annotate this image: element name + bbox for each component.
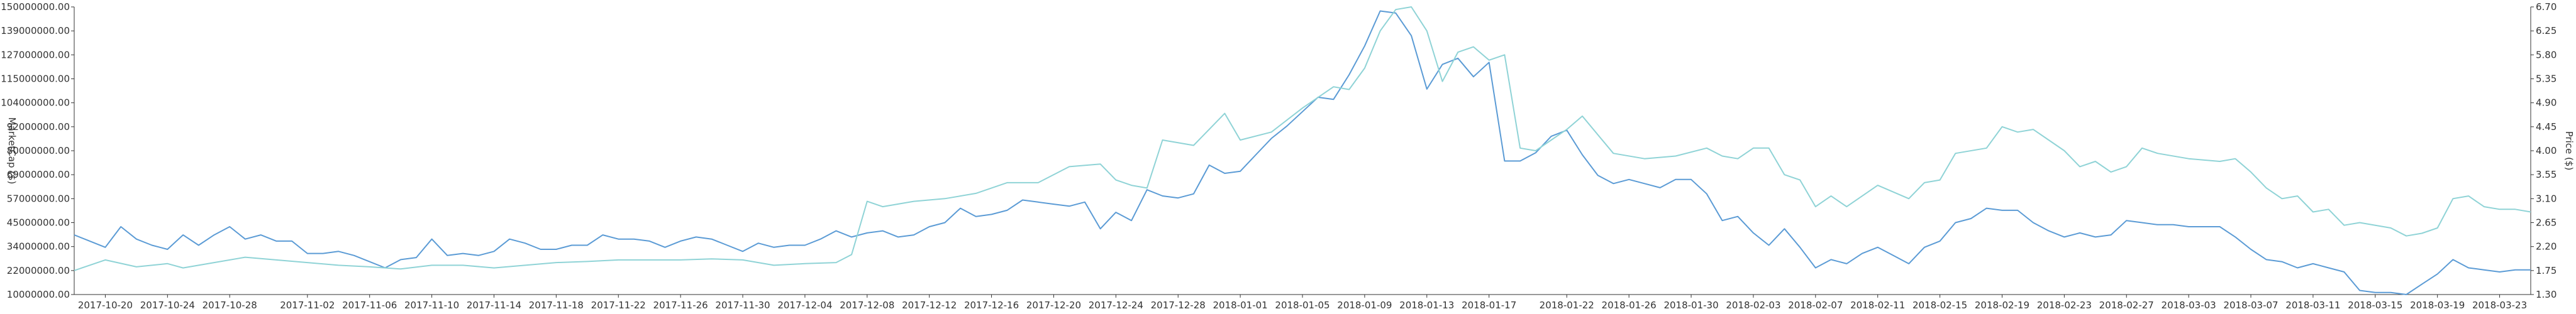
left-tick-label: 10000000.00: [7, 289, 70, 300]
right-tick-label: 4.45: [2536, 121, 2557, 133]
right-tick-label: 6.70: [2536, 1, 2557, 13]
x-tick-label: 2018-03-11: [2285, 300, 2340, 311]
right-tick-label: 2.65: [2536, 217, 2557, 229]
x-tick-label: 2017-12-12: [902, 300, 957, 311]
x-tick-label: 2018-02-15: [1913, 300, 1967, 311]
x-tick-label: 2017-11-18: [529, 300, 584, 311]
x-tick-label: 2017-11-06: [342, 300, 397, 311]
x-tick-label: 2018-02-19: [1975, 300, 2029, 311]
x-tick-label: 2018-01-17: [1462, 300, 1516, 311]
x-tick-label: 2018-03-15: [2348, 300, 2402, 311]
x-tick-label: 2017-10-20: [78, 300, 133, 311]
right-axis-title: Price ($): [2563, 131, 2575, 171]
left-y-axis: 10000000.00 22000000.00 34000000.00 4500000…: [1, 1, 75, 300]
x-tick-label: 2018-03-03: [2162, 300, 2216, 311]
right-tick-label: 5.35: [2536, 73, 2557, 85]
marketcap-series-line: [74, 10, 2531, 295]
x-tick-label: 2018-02-11: [1850, 300, 1905, 311]
x-tick-label: 2018-01-05: [1275, 300, 1330, 311]
right-tick-label: 6.25: [2536, 25, 2557, 36]
left-tick-label: 34000000.00: [7, 241, 70, 252]
x-tick-label: 2018-02-03: [1726, 300, 1780, 311]
x-tick-label: 2017-11-02: [280, 300, 335, 311]
x-tick-label: 2017-12-16: [964, 300, 1019, 311]
x-tick-label: 2017-10-28: [203, 300, 257, 311]
right-tick-label: 3.55: [2536, 169, 2557, 180]
x-tick-label: 2017-12-24: [1089, 300, 1143, 311]
left-tick-label: 115000000.00: [1, 73, 70, 85]
x-tick-label: 2018-02-27: [2099, 300, 2154, 311]
x-tick-label: 2017-12-04: [777, 300, 832, 311]
right-tick-label: 4.00: [2536, 145, 2557, 156]
x-tick-label: 2018-01-01: [1213, 300, 1268, 311]
right-tick-label: 3.10: [2536, 193, 2557, 204]
left-tick-label: 57000000.00: [7, 193, 70, 204]
left-tick-label: 150000000.00: [1, 1, 70, 13]
x-tick-label: 2017-11-30: [715, 300, 770, 311]
x-tick-label: 2018-03-23: [2472, 300, 2527, 311]
x-tick-label: 2018-02-23: [2037, 300, 2092, 311]
x-tick-label: 2017-11-22: [591, 300, 646, 311]
x-tick-label: 2018-01-13: [1399, 300, 1454, 311]
x-tick-label: 2017-11-26: [653, 300, 708, 311]
x-tick-label: 2018-01-09: [1337, 300, 1392, 311]
x-tick-label: 2018-01-26: [1602, 300, 1657, 311]
left-tick-label: 22000000.00: [7, 265, 70, 276]
series-layer: [74, 6, 2531, 295]
right-tick-label: 2.20: [2536, 241, 2557, 252]
left-axis-title: MarketCap ($): [6, 117, 18, 185]
right-tick-label: 1.30: [2536, 289, 2557, 300]
x-tick-label: 2018-03-19: [2410, 300, 2465, 311]
right-tick-label: 4.90: [2536, 97, 2557, 109]
x-tick-label: 2017-11-14: [467, 300, 521, 311]
x-tick-label: 2017-11-10: [404, 300, 459, 311]
right-y-axis: 1.30 1.75 2.20 2.65 3.10 3.55 4.00 4.45 4.90 5.35…: [2530, 1, 2557, 300]
left-tick-label: 92000000.00: [7, 121, 70, 133]
x-tick-label: 2018-03-07: [2223, 300, 2278, 311]
x-tick-label: 2017-12-20: [1026, 300, 1081, 311]
left-tick-label: 45000000.00: [7, 217, 70, 229]
x-tick-label: 2017-12-28: [1151, 300, 1206, 311]
price-series-line: [74, 6, 2531, 271]
x-tick-label: 2017-12-08: [840, 300, 894, 311]
x-tick-label: 2018-01-30: [1663, 300, 1718, 311]
x-tick-label: 2017-10-24: [140, 300, 195, 311]
left-tick-label: 139000000.00: [1, 25, 70, 36]
x-tick-label: 2018-02-07: [1788, 300, 1843, 311]
x-axis: 2017-10-20 2017-10-24 2017-10-28 2017-11-02…: [74, 294, 2531, 311]
left-tick-label: 69000000.00: [7, 169, 70, 180]
left-tick-label: 104000000.00: [1, 97, 70, 109]
right-tick-label: 5.80: [2536, 49, 2557, 60]
x-tick-label: 2018-01-22: [1540, 300, 1594, 311]
right-tick-label: 1.75: [2536, 265, 2557, 276]
left-tick-label: 127000000.00: [1, 49, 70, 60]
left-tick-label: 80000000.00: [7, 145, 70, 156]
